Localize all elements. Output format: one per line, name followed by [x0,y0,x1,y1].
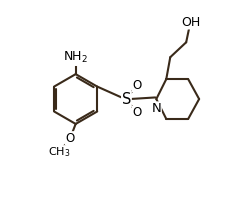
Text: NH$_2$: NH$_2$ [63,50,88,65]
Text: O: O [132,79,142,92]
Text: O: O [132,106,142,120]
Text: OH: OH [182,16,201,29]
Text: CH$_3$: CH$_3$ [48,146,70,159]
Text: N: N [151,102,161,115]
Text: O: O [65,132,75,145]
Text: S: S [122,92,131,107]
